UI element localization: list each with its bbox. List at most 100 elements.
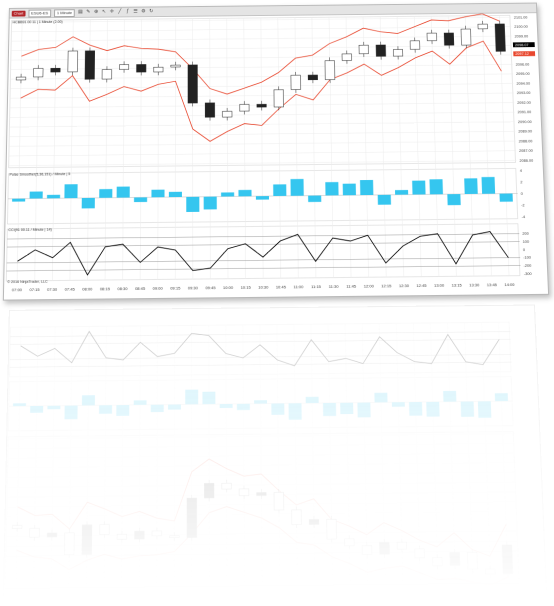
x-tick-label: 07:00: [12, 287, 23, 292]
vertical-gridline: [51, 327, 55, 588]
histogram-bar: [204, 197, 217, 210]
x-tick-label: 09:30: [188, 285, 199, 290]
candle-wick: [507, 542, 508, 578]
x-tick-label: 10:15: [241, 285, 252, 290]
histogram-bar: [237, 404, 250, 410]
candle-body: [222, 483, 232, 489]
indicator-icon[interactable]: ƒ: [125, 10, 130, 15]
cci-level-line: [7, 258, 521, 263]
price-y-tick-label: 2101.00: [514, 15, 528, 19]
histogram-bar: [30, 406, 43, 413]
histogram-bar: [168, 404, 181, 409]
histogram-bar: [134, 400, 147, 405]
horizontal-gridline: [10, 83, 513, 88]
x-tick-label: 13:00: [434, 283, 445, 288]
price-y-tick-label: 2094.00: [516, 82, 530, 86]
zoom-icon[interactable]: ⊕: [94, 10, 99, 15]
crosshair-icon[interactable]: ✛: [109, 10, 114, 15]
band-layer: [16, 456, 508, 590]
histogram-bar: [395, 190, 408, 195]
x-tick-label: 11:00: [293, 284, 304, 289]
candle-body: [495, 24, 505, 51]
drawing-tool-icon[interactable]: ✎: [86, 10, 91, 15]
histogram-y-tick-label: 2: [520, 180, 522, 184]
x-tick-label: 08:15: [100, 286, 111, 291]
vertical-gridline: [243, 325, 245, 586]
histogram-bar: [482, 177, 496, 194]
histogram-bar: [221, 192, 234, 196]
histogram-bar: [30, 191, 43, 198]
candle-body: [204, 483, 214, 498]
candle-body: [327, 519, 337, 539]
candle-body: [274, 90, 284, 107]
x-tick-label: 08:30: [117, 286, 128, 291]
vertical-gridline: [464, 323, 473, 584]
histogram-bar: [461, 401, 474, 416]
reflection-canvas: [3, 305, 547, 591]
candle-body: [427, 33, 437, 41]
interval-selector[interactable]: 1 Minute: [54, 9, 75, 17]
histogram-pane-title: Pulse Smoother(5,36,151) / Minute | 5: [9, 172, 70, 177]
histogram-bar: [360, 180, 373, 195]
histogram-layer: [13, 386, 509, 422]
price-y-tick-label: 2091.00: [518, 110, 532, 114]
price-y-tick-label: 2096.00: [516, 63, 530, 67]
candle-body: [478, 24, 488, 29]
vertical-gridline: [448, 16, 456, 276]
horizontal-gridline: [11, 27, 511, 32]
histogram-zero-line: [9, 401, 513, 406]
histogram-bar: [374, 393, 387, 403]
histogram-bar: [47, 406, 60, 410]
horizontal-gridline: [9, 131, 515, 136]
candle-body: [222, 111, 232, 117]
histogram-bar: [426, 402, 439, 417]
strategy-icon[interactable]: ☰: [133, 10, 138, 15]
horizontal-gridline: [6, 521, 517, 526]
x-tick-label: 11:15: [311, 284, 322, 289]
candle-wick: [455, 549, 456, 569]
pointer-icon[interactable]: ↖: [102, 10, 107, 15]
x-tick-label: 07:30: [47, 287, 58, 292]
x-tick-label: 09:15: [170, 285, 181, 290]
vertical-gridline: [227, 18, 228, 278]
horizontal-gridline: [5, 581, 520, 586]
vertical-gridline: [260, 325, 262, 586]
pane-frame: [9, 322, 511, 377]
copyright-text: © 2016 NinjaTrader, LLC: [7, 280, 47, 285]
x-tick-label: 12:00: [364, 283, 375, 288]
properties-icon[interactable]: ⚙: [141, 9, 146, 14]
instrument-selector[interactable]: ESU6-ES: [28, 9, 51, 17]
candle-body: [47, 533, 57, 537]
x-tick-label: 10:00: [223, 285, 234, 290]
vertical-gridline: [17, 20, 22, 281]
horizontal-gridline: [9, 122, 515, 127]
histogram-bar: [99, 189, 112, 198]
vertical-gridline: [226, 325, 227, 586]
histogram-bar: [273, 184, 286, 196]
candle-body: [397, 542, 407, 549]
bar-type-icon[interactable]: ▤: [78, 10, 83, 15]
line-tool-icon[interactable]: ╱: [117, 10, 122, 15]
vertical-gridline: [210, 18, 211, 278]
histogram-bar: [169, 192, 182, 197]
x-tick-label: 11:30: [329, 284, 340, 289]
vertical-gridline: [413, 323, 420, 584]
cci-level-line: [10, 339, 511, 344]
vertical-gridline: [379, 323, 385, 584]
x-tick-label: 09:45: [205, 285, 216, 290]
histogram-bar: [429, 179, 442, 194]
vertical-gridline: [244, 18, 246, 278]
candle-body: [415, 549, 425, 558]
horizontal-gridline: [8, 443, 515, 448]
histogram-bar: [412, 181, 425, 195]
candle-body: [187, 498, 197, 537]
histogram-bar: [254, 400, 267, 404]
candle-body: [291, 75, 301, 89]
candle-body: [292, 510, 302, 525]
vertical-gridline: [312, 17, 316, 277]
candle-body: [188, 65, 197, 103]
refresh-icon[interactable]: ↻: [149, 9, 154, 14]
candle-body: [170, 536, 180, 538]
chart-menu-button[interactable]: Chart: [12, 10, 26, 16]
